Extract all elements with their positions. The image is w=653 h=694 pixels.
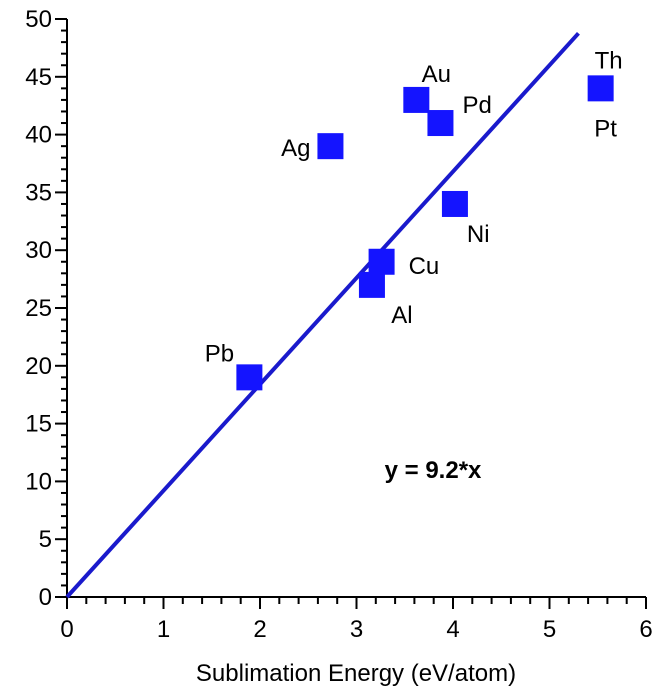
- point-labels: Pb Al Cu Ag Au Pd Ni Pt Th: [205, 47, 623, 367]
- y-tick-label: 5: [39, 526, 52, 553]
- fit-line-group: [65, 31, 580, 599]
- point-label-pb: Pb: [205, 340, 234, 367]
- y-tick-label: 30: [25, 237, 52, 264]
- data-point-pd: [427, 110, 454, 137]
- point-label-ag: Ag: [281, 135, 310, 162]
- data-point-pt: [587, 75, 614, 102]
- y-tick-label: 25: [25, 295, 52, 322]
- y-tick-label: 40: [25, 122, 52, 149]
- x-tick-label: 5: [543, 616, 556, 643]
- y-tick-label: 10: [25, 468, 52, 495]
- x-tick-label: 1: [157, 616, 170, 643]
- y-tick-label: 35: [25, 179, 52, 206]
- x-tick-label: 6: [639, 616, 652, 643]
- y-tick-label: 50: [25, 6, 52, 33]
- point-label-au: Au: [422, 61, 451, 88]
- data-point-pb: [236, 364, 263, 391]
- point-label-th: Th: [595, 47, 623, 74]
- data-point-cu: [368, 248, 395, 275]
- point-label-pt: Pt: [594, 115, 617, 142]
- x-axis-title: Sublimation Energy (eV/atom): [196, 660, 516, 687]
- y-tick-label: 45: [25, 64, 52, 91]
- y-tick-label: 0: [39, 584, 52, 611]
- x-tick-label: 4: [446, 616, 459, 643]
- point-label-ni: Ni: [467, 221, 490, 248]
- point-label-pd: Pd: [462, 92, 491, 119]
- data-points: [236, 75, 614, 391]
- data-point-al: [358, 271, 385, 298]
- y-tick-label: 15: [25, 411, 52, 438]
- point-label-al: Al: [391, 302, 412, 329]
- axes: [66, 19, 646, 598]
- y-tick-label: 20: [25, 353, 52, 380]
- point-label-cu: Cu: [409, 253, 440, 280]
- x-tick-label: 0: [60, 616, 73, 643]
- data-point-ag: [317, 133, 344, 160]
- data-point-ni: [441, 190, 468, 217]
- fit-line: [65, 31, 580, 599]
- data-point-au: [403, 86, 430, 113]
- fit-equation: y = 9.2*x: [385, 457, 482, 484]
- x-tick-label: 2: [253, 616, 266, 643]
- x-tick-label: 3: [350, 616, 363, 643]
